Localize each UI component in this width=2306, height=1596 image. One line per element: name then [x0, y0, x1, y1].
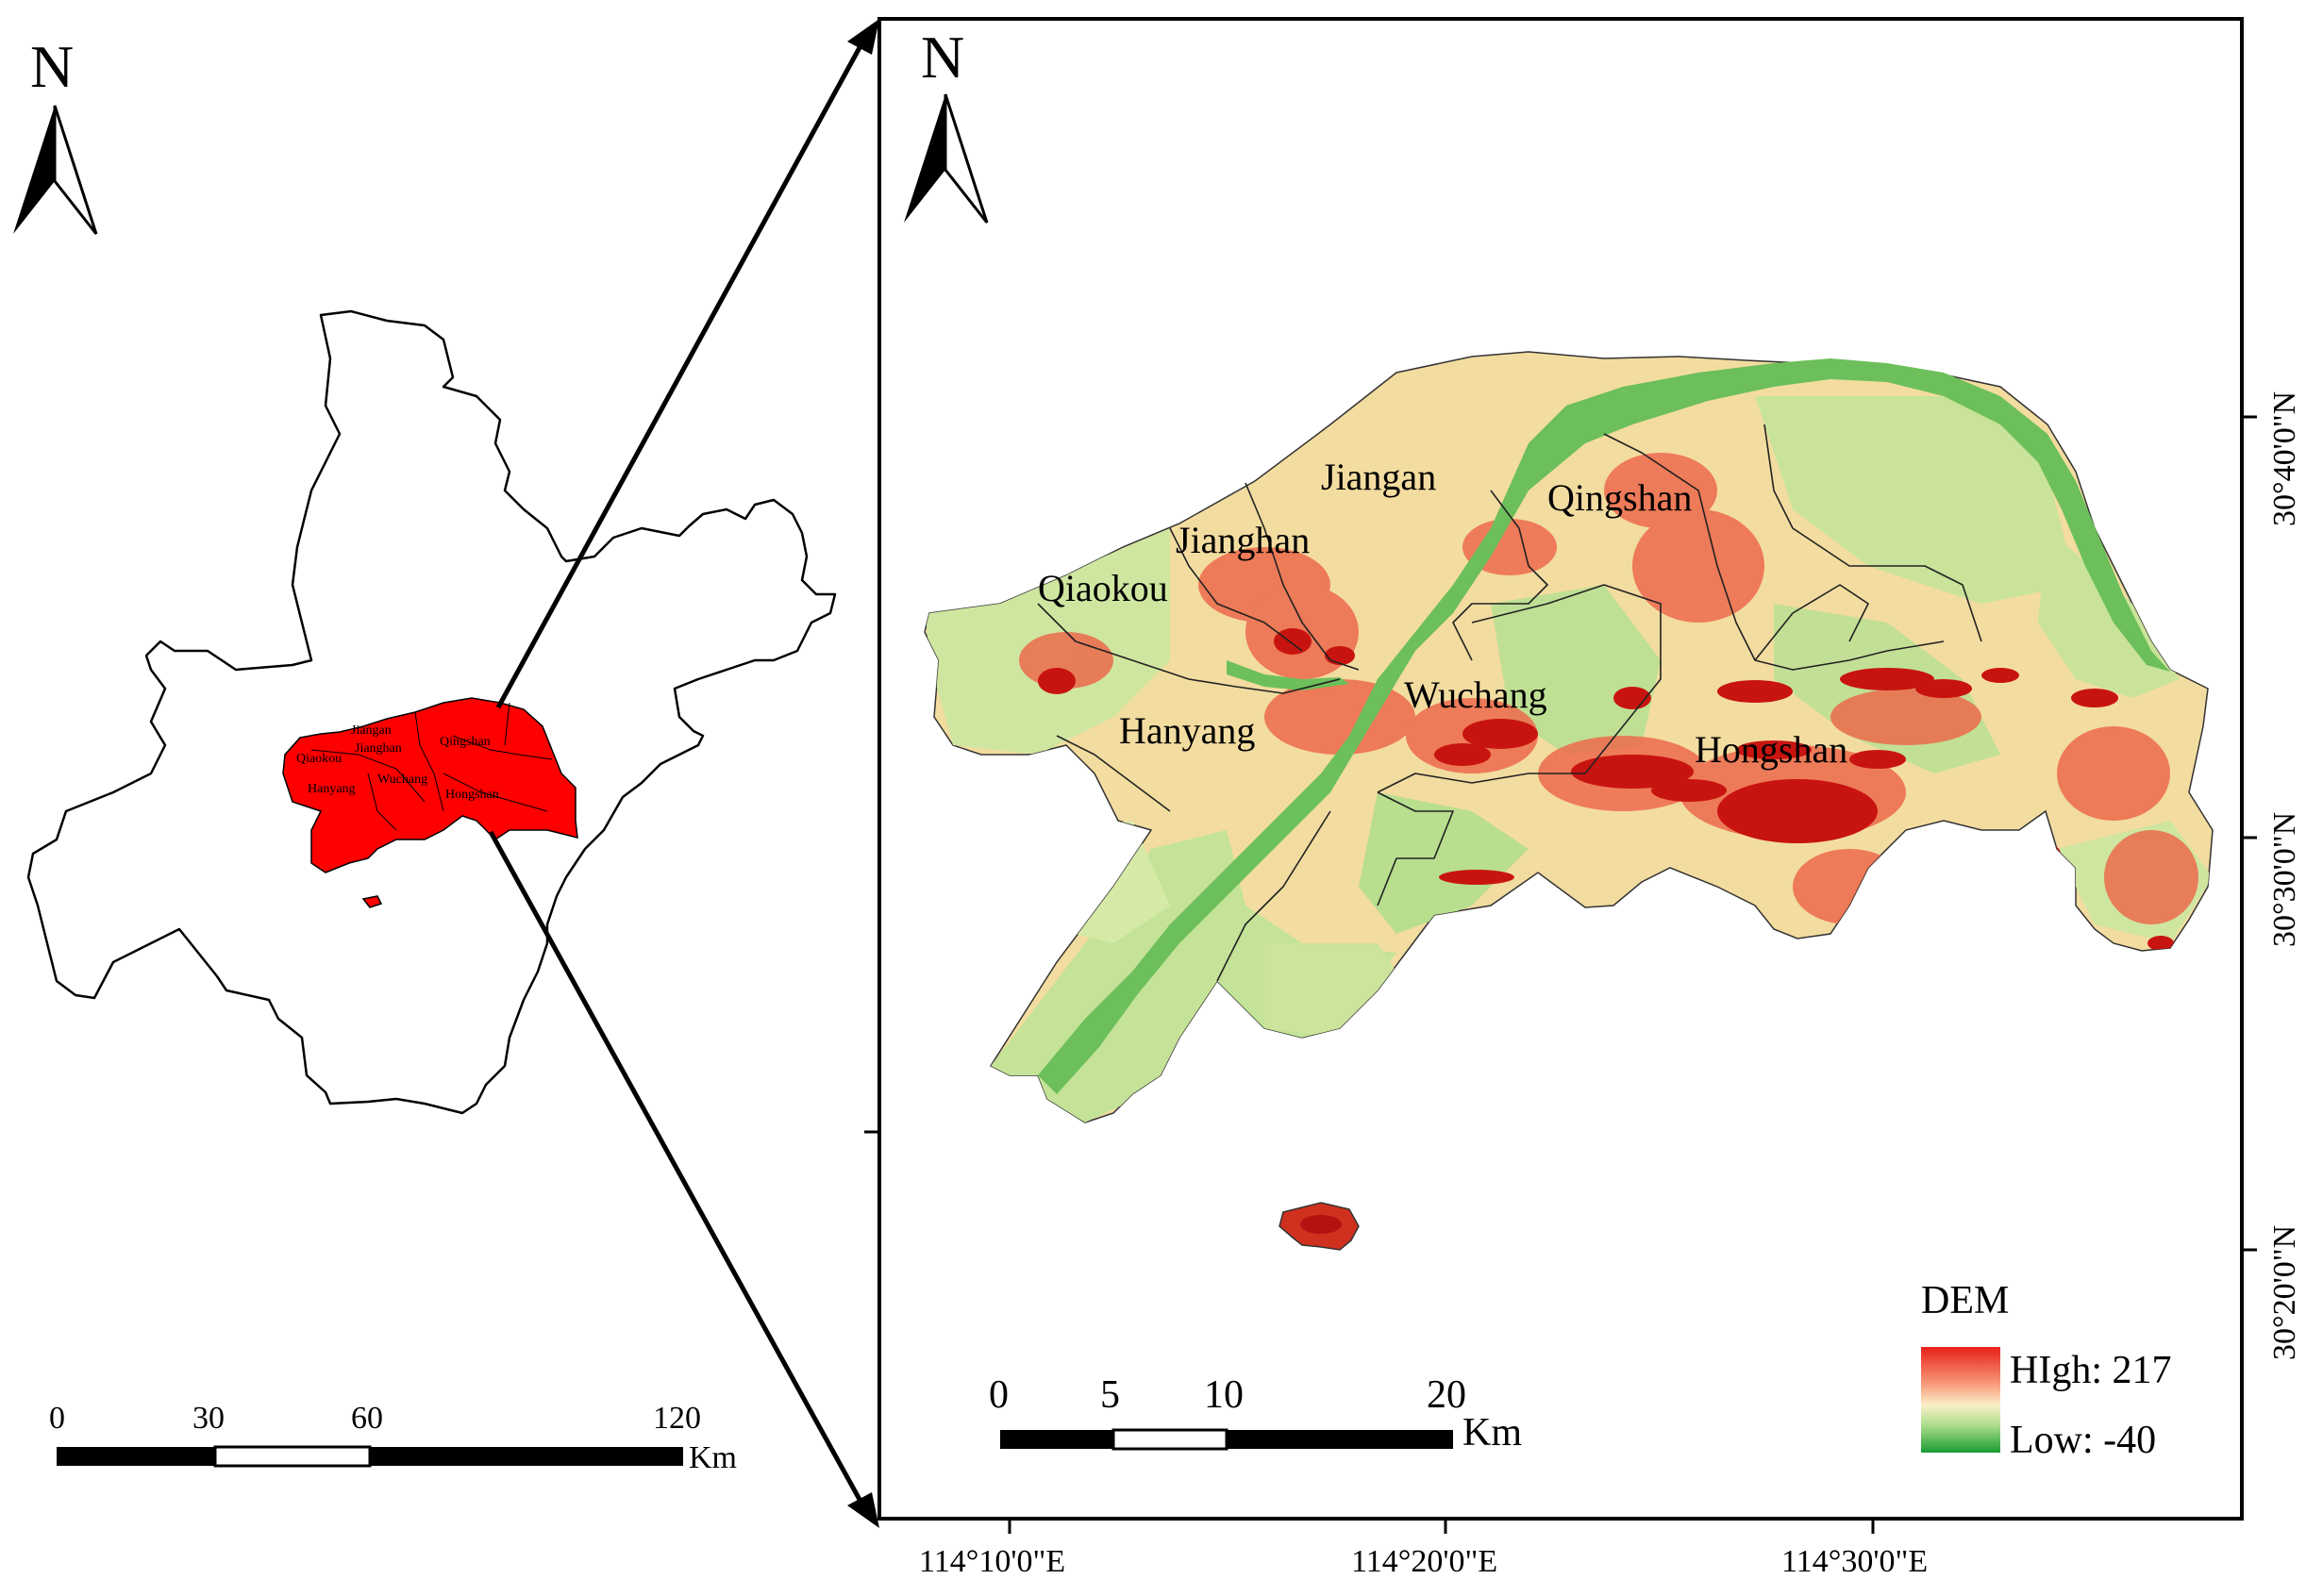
- overview-label-jianghan: Jianghan: [355, 741, 402, 756]
- lon-tick-1: 114°10'0"E: [919, 1544, 1065, 1579]
- detail-label-hanyang: Hanyang: [1119, 709, 1255, 752]
- overview-scale-unit: Km: [689, 1440, 737, 1475]
- north-arrow-icon: [13, 106, 55, 234]
- overview-scale-label-120: 120: [653, 1401, 701, 1436]
- detail-scale-label-5: 5: [1100, 1373, 1120, 1417]
- detail-scale-bar: 0 5 10 20 Km: [989, 1373, 1522, 1455]
- detail-label-hongshan: Hongshan: [1695, 728, 1847, 771]
- dem-raster: [924, 351, 2214, 1251]
- overview-scale-bar: 0 30 60 120 Km: [49, 1401, 737, 1475]
- detail-label-jianghan: Jianghan: [1176, 519, 1310, 561]
- zoom-connector-lines: [488, 19, 879, 1528]
- north-arrow-left: N: [13, 33, 98, 235]
- detail-scale-unit: Km: [1462, 1411, 1522, 1455]
- lon-tick-3: 114°30'0"E: [1781, 1544, 1928, 1579]
- detail-label-jiangan: Jiangan: [1321, 456, 1436, 498]
- legend-title: DEM: [1921, 1279, 2009, 1322]
- north-label: N: [30, 33, 74, 100]
- overview-label-hongshan: Hongshan: [445, 788, 499, 802]
- detail-scale-label-20: 20: [1427, 1373, 1466, 1417]
- lat-tick-1: 30°40'0"N: [2267, 391, 2302, 526]
- legend-low-label: Low: -40: [2010, 1419, 2156, 1462]
- detail-label-wuchang: Wuchang: [1404, 673, 1547, 716]
- lon-tick-2: 114°20'0"E: [1351, 1544, 1497, 1579]
- north-arrow-icon: [904, 94, 945, 223]
- overview-label-jiangan: Jiangan: [351, 723, 392, 738]
- legend-color-ramp: [1921, 1347, 2000, 1453]
- overview-scale-label-60: 60: [351, 1401, 383, 1436]
- legend-high-label: HIgh: 217: [2010, 1349, 2172, 1392]
- legend: DEM HIgh: 217 Low: -40: [1921, 1279, 2172, 1462]
- urban-core-region: Jiangan Qiaokou Jianghan Qingshan Hanyan…: [282, 697, 578, 908]
- detail-label-qingshan: Qingshan: [1547, 476, 1692, 519]
- overview-map: N Jiangan Qiaokou Jianghan Qingshan: [13, 33, 837, 1475]
- detail-map: Jiangan Jianghan Qiaokou Qingshan Wuchan…: [864, 17, 2302, 1579]
- north-label-detail: N: [921, 24, 964, 91]
- lat-tick-2: 30°30'0"N: [2267, 812, 2302, 947]
- overview-scale-label-30: 30: [192, 1401, 225, 1436]
- overview-scale-label-0: 0: [49, 1401, 65, 1436]
- lat-tick-3: 30°20'0"N: [2267, 1225, 2302, 1360]
- detail-label-qiaokou: Qiaokou: [1038, 567, 1168, 609]
- overview-label-hanyang: Hanyang: [308, 782, 356, 796]
- overview-label-qiaokou: Qiaokou: [296, 752, 342, 766]
- north-arrow-right: N: [904, 24, 989, 224]
- overview-label-qingshan: Qingshan: [440, 735, 491, 749]
- detail-scale-label-0: 0: [989, 1373, 1009, 1417]
- detail-scale-label-10: 10: [1204, 1373, 1244, 1417]
- overview-label-wuchang: Wuchang: [377, 773, 427, 787]
